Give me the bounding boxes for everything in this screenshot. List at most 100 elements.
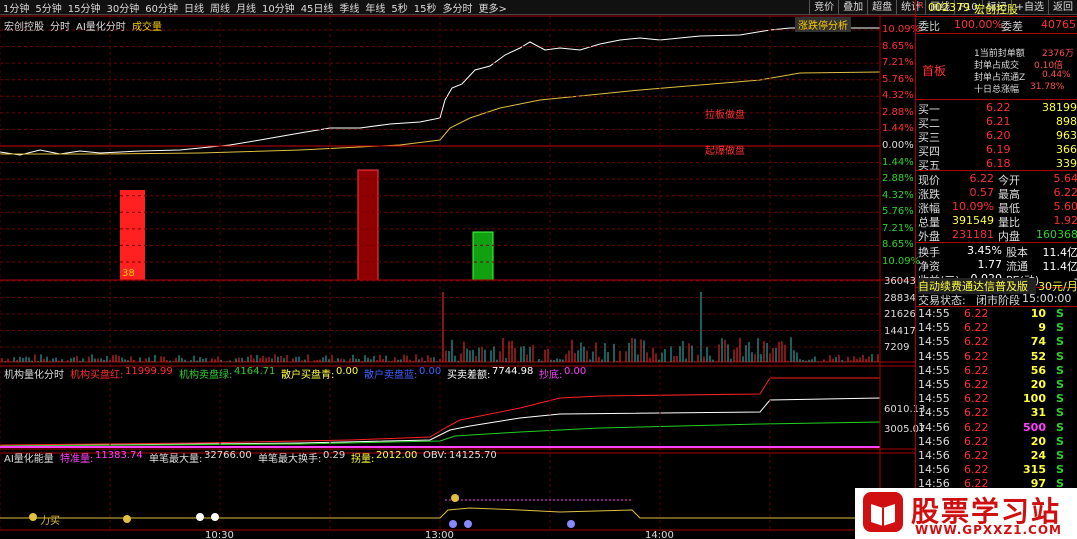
panel-item-label: 买卖差额: (447, 370, 491, 381)
trade-time: 14:56 (918, 420, 950, 434)
divider (916, 33, 1077, 34)
trade-time: 14:55 (918, 349, 950, 363)
panel3-lines (0, 494, 880, 528)
trade-price: 6.22 (964, 321, 989, 335)
limit-analysis: 涨跌停分析 (795, 17, 851, 32)
period-button[interactable]: 15秒 (413, 3, 437, 15)
panel-item-value: 32766.00 (204, 450, 252, 461)
trade-price: 6.22 (964, 449, 989, 462)
tool-button[interactable]: F10 (954, 0, 981, 15)
price-plan: 30元/月 (1038, 280, 1077, 293)
fund-value: 11.4亿 (1042, 246, 1077, 259)
quote-label: 最低 (998, 202, 1020, 215)
bid-volume: 38199 (1042, 101, 1077, 114)
period-button[interactable]: 季线 (339, 3, 360, 15)
trade-time: 14:56 (918, 463, 950, 477)
trade-flag: S (1056, 378, 1064, 391)
period-button[interactable]: 45日线 (300, 3, 334, 15)
trade-price: 6.22 (964, 378, 989, 391)
bid-price: 6.18 (986, 157, 1011, 170)
trade-time: 14:56 (918, 434, 950, 448)
tool-button[interactable]: 标记 (981, 0, 1011, 15)
period-button[interactable]: 5分钟 (35, 3, 62, 15)
period-button[interactable]: 日线 (183, 3, 204, 15)
period-button[interactable]: 60分钟 (145, 3, 178, 15)
divider (916, 99, 1077, 100)
panel-item-value: 14125.70 (449, 450, 497, 461)
percent-label: 0.00% (882, 140, 914, 151)
quote-label: 内盘 (998, 230, 1020, 243)
trade-flag: S (1056, 477, 1064, 491)
trade-price: 6.22 (964, 335, 989, 349)
tool-button[interactable]: +自选 (1010, 0, 1048, 15)
divider (916, 170, 1077, 171)
trade-volume: 20 (1030, 378, 1046, 391)
trade-volume: 10 (1030, 307, 1046, 320)
tool-button[interactable]: 超盘 (867, 0, 896, 15)
trade-flag: S (1056, 406, 1064, 420)
quote-label: 量比 (998, 216, 1020, 229)
quote-label: 总量 (918, 216, 940, 229)
trade-volume: 500 (1023, 420, 1046, 434)
trade-flag: S (1056, 449, 1064, 462)
period-button[interactable]: 5秒 (391, 3, 408, 15)
seal-label: 十日总涨幅 (974, 85, 1020, 95)
panel-item-value: 0.00 (336, 366, 359, 377)
label: 委差 (1001, 20, 1023, 33)
volume-label: 7209 (884, 342, 910, 353)
period-button[interactable]: 30分钟 (106, 3, 140, 15)
fund-value: 1.77 (977, 258, 1003, 271)
divider (916, 306, 1077, 307)
trade-volume: 315 (1023, 463, 1046, 477)
fund-label: 流通 (1006, 260, 1028, 273)
trade-time: 14:55 (918, 406, 950, 420)
tool-button[interactable]: 竞价 (809, 0, 838, 15)
trade-time: 14:55 (918, 378, 950, 391)
period-button[interactable]: 周线 (209, 3, 230, 15)
ad: 自动续费通达信普及版 (918, 278, 1036, 294)
bid-price: 6.21 (986, 115, 1011, 128)
panel-item-label: 机构买盘红: (70, 370, 124, 381)
panel-item-label: 散户买盘青: (281, 370, 335, 381)
trade-time: 14:56 (918, 477, 950, 491)
period-button[interactable]: 更多> (478, 3, 507, 15)
tool-button[interactable]: 统计 (896, 0, 925, 15)
period-button[interactable]: 月线 (235, 3, 256, 15)
panel-item-value: 11383.74 (95, 450, 143, 461)
panel-item-value: 2012.00 (376, 450, 418, 461)
period-button[interactable]: 10分钟 (261, 3, 295, 15)
quote-value: 6.22 (969, 172, 995, 185)
tool-button[interactable]: 叠加 (838, 0, 867, 15)
bar-label: 38 (122, 268, 135, 279)
trade-flag: S (1056, 420, 1064, 434)
fund-label: 换手 (918, 246, 940, 259)
percent-label: 5.76% (882, 73, 914, 85)
quote-value: 231181 (952, 228, 994, 241)
trade-volume: 24 (1030, 449, 1046, 462)
trade-flag: S (1056, 335, 1064, 349)
divider (916, 242, 1077, 243)
panel-item-label: 抄底: (539, 370, 563, 381)
trade-volume: 100 (1023, 392, 1046, 406)
tool-button[interactable]: 返回 (1048, 0, 1077, 15)
panel2-lines (0, 377, 881, 448)
quote-value: 391549 (952, 214, 994, 227)
tool-button[interactable]: 画线 (925, 0, 954, 15)
divider (916, 16, 1077, 17)
period-button[interactable]: 多分时 (442, 3, 473, 15)
period-button[interactable]: 15分钟 (67, 3, 101, 15)
watermark-icon (863, 492, 903, 532)
period-button[interactable]: 1分钟 (3, 3, 30, 15)
trade-price: 6.22 (964, 392, 989, 406)
period-button[interactable]: 年线 (365, 3, 386, 15)
time-label: 14:00 (645, 530, 674, 539)
percent-label: 10.09% (882, 256, 921, 267)
panel-item-label: 机构卖盘绿: (179, 370, 233, 381)
bid-volume: 898 (1056, 115, 1077, 128)
time-label: 13:00 (425, 530, 454, 539)
trade-time: 14:55 (918, 392, 950, 406)
stock-code: 002379 (928, 1, 970, 14)
panel-item-label: OBV: (423, 450, 447, 461)
trade-price: 6.22 (964, 363, 989, 377)
status: 闭市阶段 (976, 294, 1020, 307)
